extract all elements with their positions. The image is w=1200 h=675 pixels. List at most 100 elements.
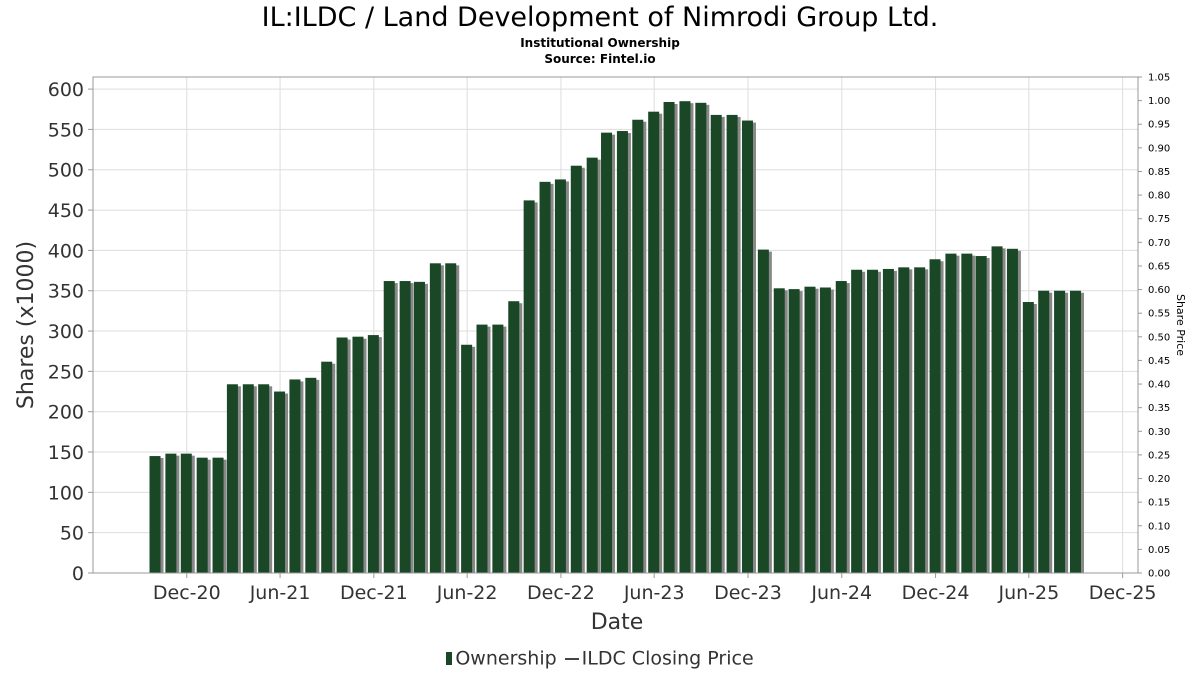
x-tick-label: Dec-20 [153, 582, 221, 604]
y2-tick-label: 0.15 [1148, 498, 1170, 509]
y-axis-label: Shares (x1000) [14, 241, 39, 409]
bar [180, 453, 192, 573]
bar [461, 344, 473, 573]
y2-tick-label: 0.40 [1148, 380, 1170, 391]
bar [413, 281, 425, 573]
bar [508, 301, 520, 573]
bar [804, 286, 816, 573]
y2-tick-label: 0.85 [1148, 167, 1170, 178]
y2-tick-label: 0.05 [1148, 545, 1170, 556]
bar [726, 114, 738, 573]
bar [695, 102, 707, 573]
y-tick-label: 500 [48, 160, 84, 182]
bar [226, 384, 238, 573]
legend-price-swatch [564, 657, 579, 660]
x-tick-label: Dec-23 [714, 582, 782, 604]
bar [1069, 290, 1081, 573]
bar [492, 324, 504, 573]
chart-title: IL:ILDC / Land Development of Nimrodi Gr… [261, 2, 939, 33]
y-tick-label: 0 [72, 563, 84, 585]
bar [851, 269, 863, 573]
y2-tick-label: 0.45 [1148, 356, 1170, 367]
bar [898, 267, 910, 573]
x-tick-label: Jun-25 [997, 582, 1059, 604]
y2-axis-label: Share Price [1174, 294, 1187, 356]
bar [616, 131, 628, 573]
bar [882, 268, 894, 573]
bar [196, 457, 208, 573]
bar [212, 457, 224, 573]
bar [867, 269, 879, 573]
x-tick-label: Dec-21 [340, 582, 408, 604]
y2-tick-label: 0.35 [1148, 403, 1170, 414]
bar [601, 132, 613, 573]
bar [149, 456, 161, 573]
legend-price-label: ILDC Closing Price [581, 647, 754, 670]
bar [632, 119, 644, 573]
y-tick-label: 450 [48, 200, 84, 222]
bar [945, 253, 957, 573]
bar [929, 259, 941, 573]
bar [321, 361, 333, 573]
y2-tick-label: 0.30 [1148, 427, 1170, 438]
bar [961, 253, 973, 573]
bar [1022, 302, 1034, 573]
x-tick-label: Jun-22 [436, 582, 498, 604]
y2-tick-label: 0.70 [1148, 238, 1170, 249]
bar [773, 288, 785, 573]
bar [165, 453, 177, 573]
bar [914, 267, 926, 573]
bar [819, 287, 831, 573]
y2-tick-label: 0.95 [1148, 120, 1170, 131]
y2-tick-label: 0.20 [1148, 474, 1170, 485]
y2-tick-label: 0.60 [1148, 285, 1170, 296]
bar [476, 324, 488, 573]
legend-ownership-label: Ownership [455, 647, 557, 670]
bar [710, 114, 722, 573]
x-tick-label: Jun-24 [810, 582, 872, 604]
bar [336, 337, 348, 573]
y-tick-label: 50 [60, 523, 84, 545]
bar [258, 384, 270, 573]
bar [274, 391, 286, 573]
x-tick-label: Jun-21 [249, 582, 311, 604]
bar [586, 157, 598, 574]
bar [1006, 248, 1018, 573]
bar [523, 200, 535, 573]
legend-ownership-swatch [446, 652, 453, 665]
bar [1054, 290, 1066, 573]
y2-tick-label: 0.65 [1148, 261, 1170, 272]
y2-tick-label: 1.05 [1148, 73, 1170, 84]
bar [305, 377, 317, 573]
bar [648, 111, 660, 573]
bar [757, 249, 769, 574]
bar [741, 120, 753, 574]
plot-frame [92, 76, 1139, 574]
bar [1038, 290, 1050, 573]
bar [554, 179, 566, 573]
y-tick-label: 150 [48, 442, 84, 464]
x-axis-label: Date [591, 610, 644, 635]
bar [663, 102, 675, 574]
y-tick-label: 550 [48, 119, 84, 141]
bar [242, 384, 254, 573]
bar [975, 256, 987, 573]
y2-tick-label: 0.90 [1148, 143, 1170, 154]
bar [991, 246, 1003, 574]
bar [788, 289, 800, 573]
y2-tick-label: 1.00 [1148, 96, 1170, 107]
y2-tick-label: 0.25 [1148, 450, 1170, 461]
bar [429, 263, 441, 573]
y2-tick-label: 0.80 [1148, 191, 1170, 202]
bar [352, 336, 364, 573]
bar [383, 281, 395, 573]
y-tick-label: 200 [48, 402, 84, 424]
x-tick-label: Dec-22 [527, 582, 595, 604]
y-tick-label: 100 [48, 482, 84, 504]
legend: Ownership ILDC Closing Price [0, 647, 1200, 670]
x-tick-label: Jun-23 [623, 582, 685, 604]
y2-tick-label: 0.10 [1148, 521, 1170, 532]
bar [835, 281, 847, 573]
